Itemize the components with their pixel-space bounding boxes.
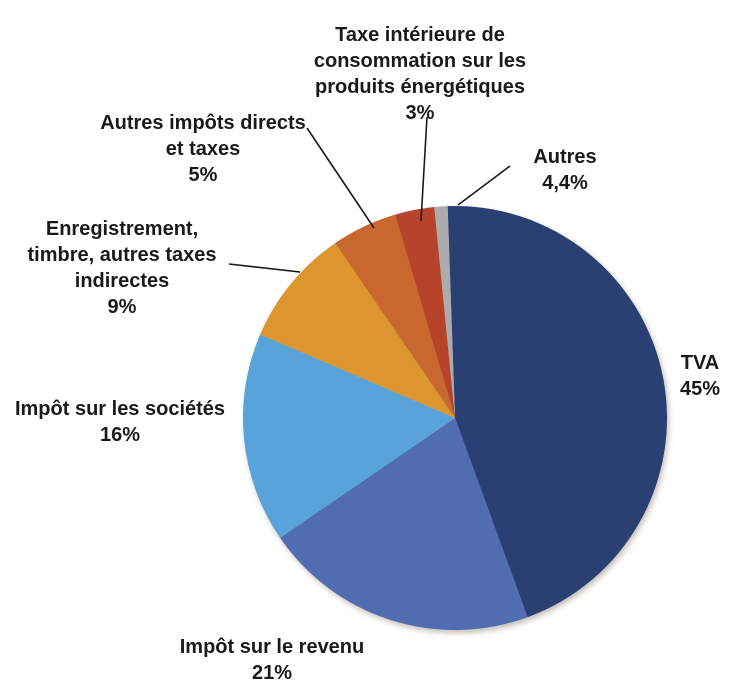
leader-line-0 <box>420 116 428 222</box>
pie-slice-impot-sur-le-revenu: Impôt sur le revenu 21% <box>280 418 528 630</box>
pie-slice-enregistrement-timbre-autres-taxes-indirectes: Enregistrement, timbre, autres taxes ind… <box>260 243 455 418</box>
leader-line-1 <box>457 165 511 206</box>
pie-slice-tva: TVA 45% <box>447 206 667 618</box>
leader-line-2 <box>306 127 375 229</box>
slice-label-autres-impots-directs: Autres impôts directs et taxes 5% <box>100 112 306 186</box>
leader-line-3 <box>228 263 301 273</box>
slice-label-taxe-interieure: Taxe intérieure de consommation sur les … <box>313 24 527 124</box>
slice-label-tva: TVA 45% <box>679 352 721 400</box>
slice-label-autres: Autres 4,4% <box>533 146 597 194</box>
pie-slice-taxe-interieure-consommation-produits-energetiques: Taxe intérieure de consommation sur les … <box>395 207 455 418</box>
slice-label-impot-societes: Impôt sur les sociétés 16% <box>14 398 226 446</box>
pie-slice-autres-impots-directs-et-taxes: Autres impôts directs et taxes 5% <box>335 214 455 418</box>
slice-label-impot-revenu: Impôt sur le revenu 21% <box>179 636 365 684</box>
slice-label-enregistrement: Enregistrement, timbre, autres taxes ind… <box>27 218 217 318</box>
pie-slice-impot-sur-les-societes: Impôt sur les sociétés 16% <box>242 334 455 538</box>
pie: TVA 45%Impôt sur le revenu 21%Impôt sur … <box>242 206 667 630</box>
pie-slice-autres: Autres 4,4% <box>434 206 455 418</box>
